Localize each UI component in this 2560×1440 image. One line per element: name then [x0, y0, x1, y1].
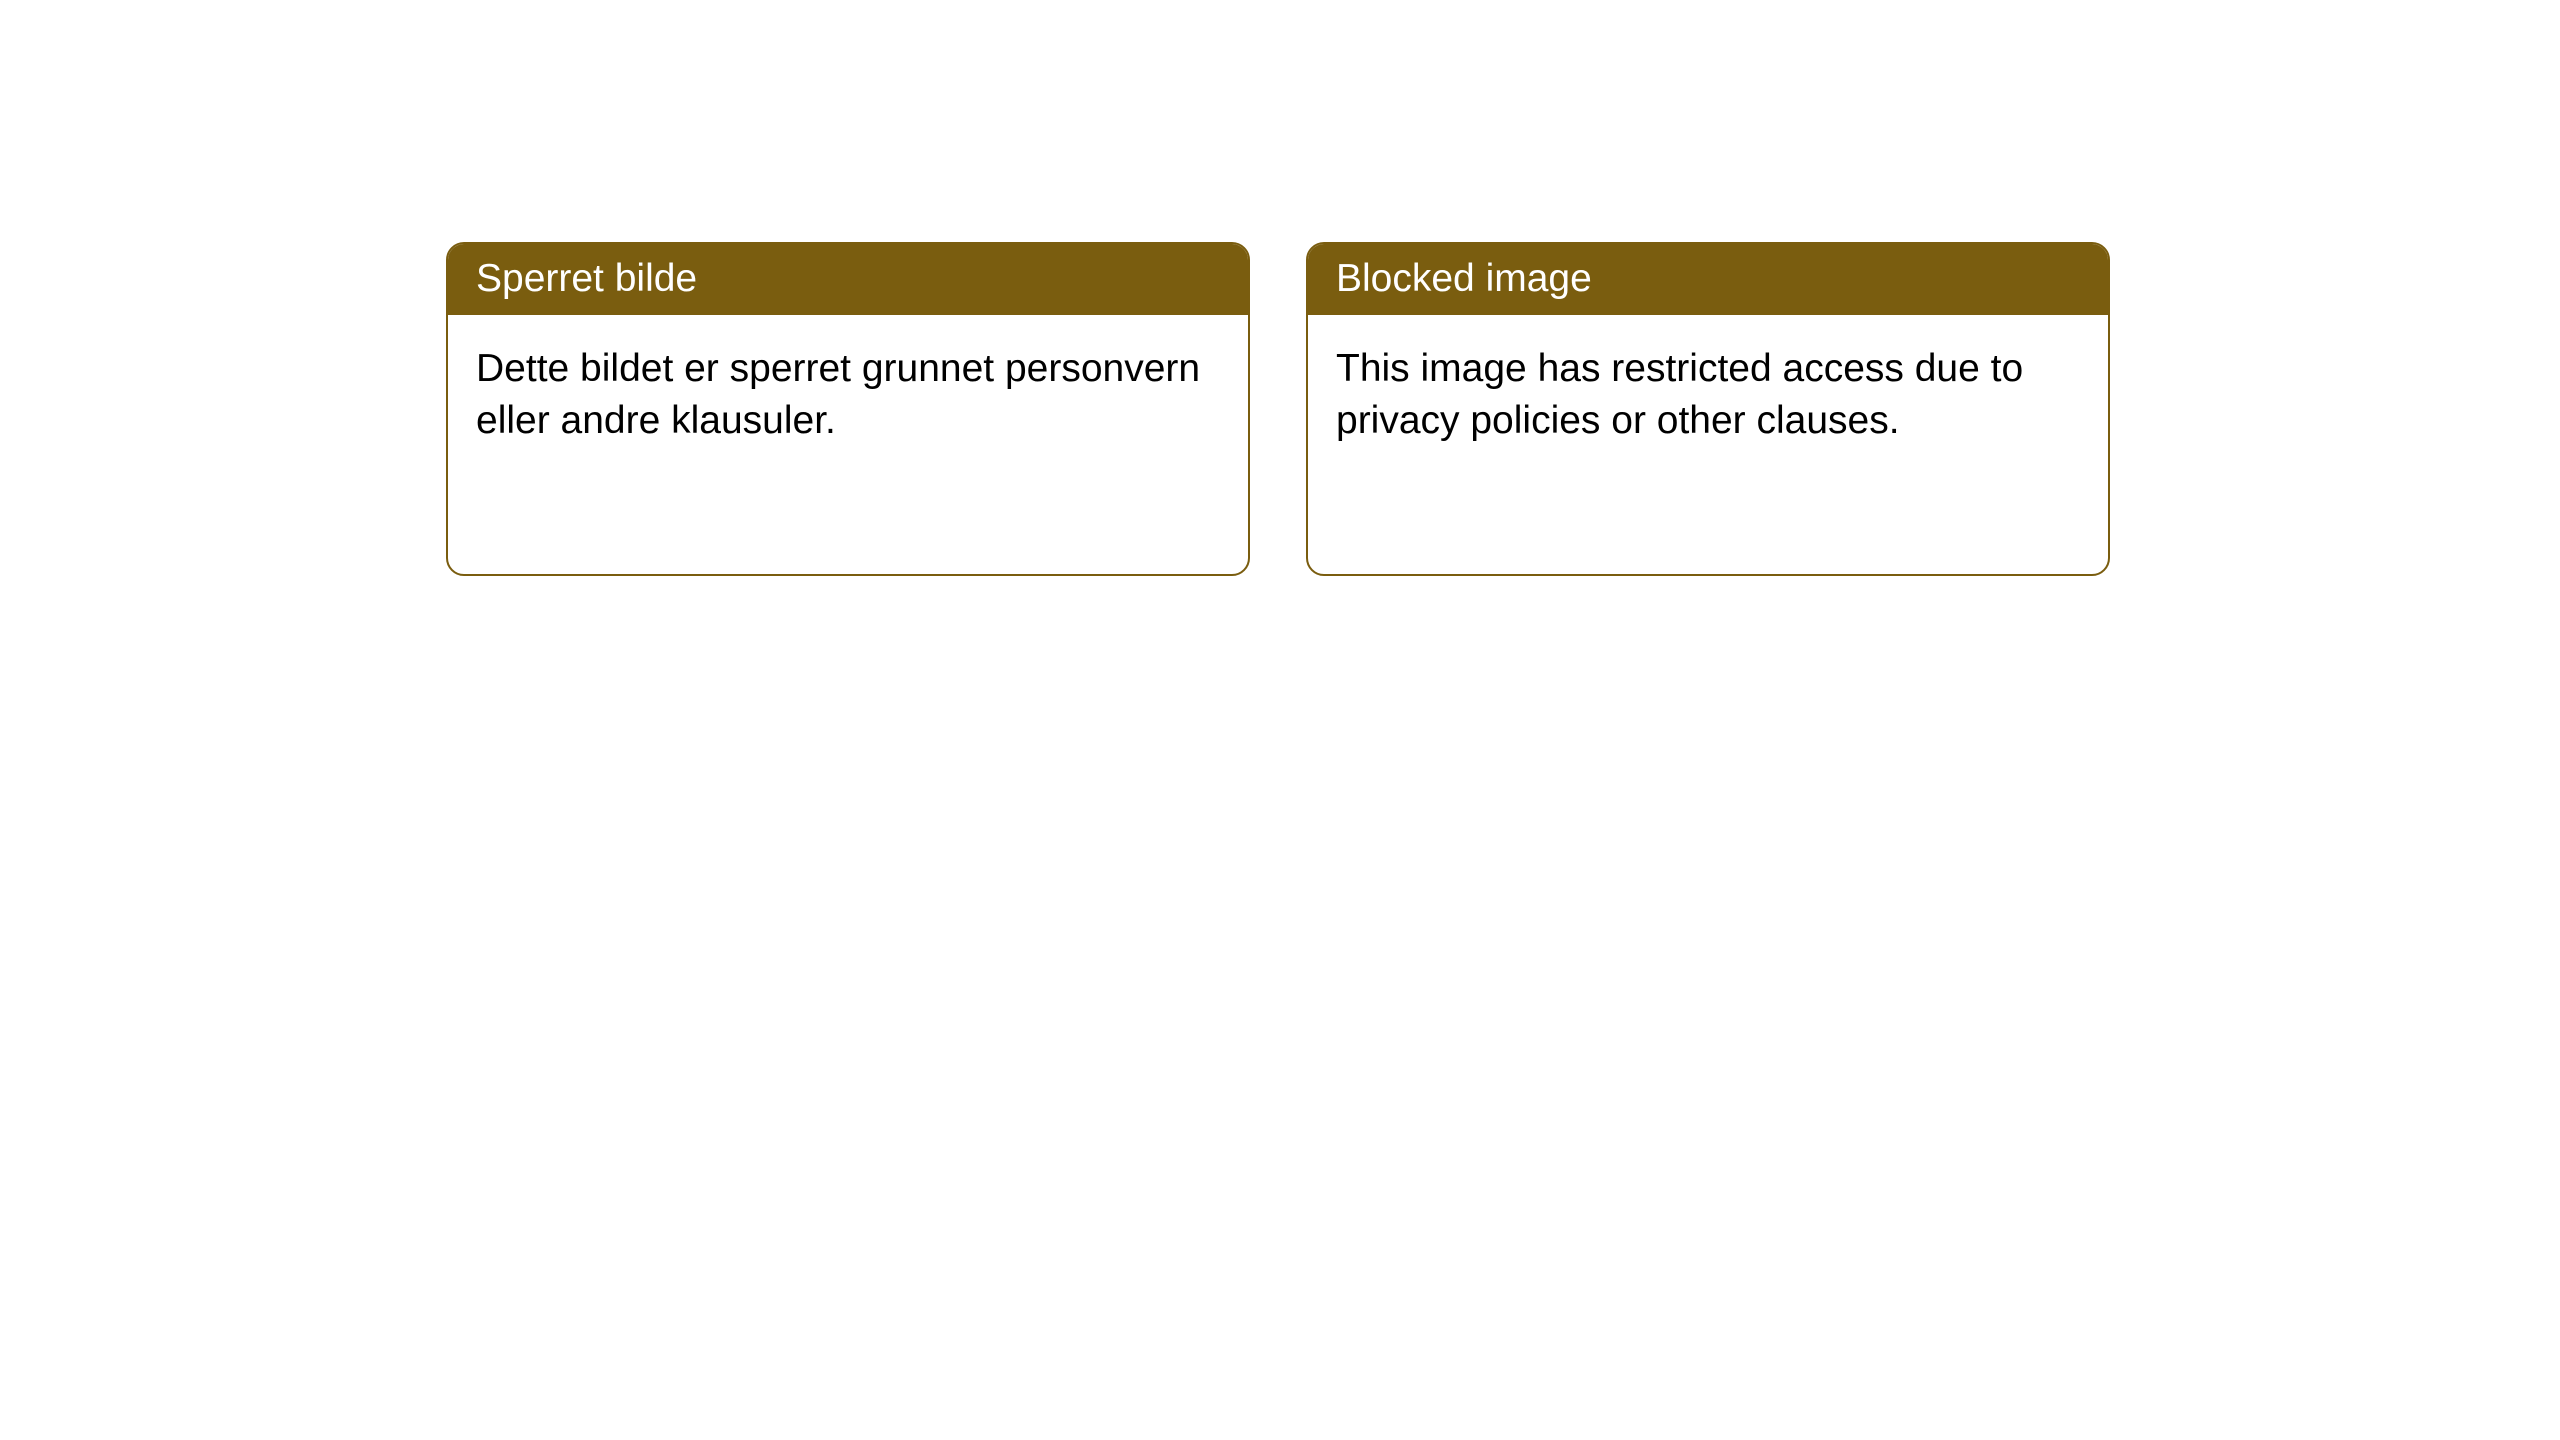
card-header: Blocked image	[1308, 244, 2108, 315]
notice-card-english: Blocked image This image has restricted …	[1306, 242, 2110, 576]
notice-card-norwegian: Sperret bilde Dette bildet er sperret gr…	[446, 242, 1250, 576]
cards-container: Sperret bilde Dette bildet er sperret gr…	[0, 0, 2560, 576]
card-header: Sperret bilde	[448, 244, 1248, 315]
card-body: Dette bildet er sperret grunnet personve…	[448, 315, 1248, 475]
card-body: This image has restricted access due to …	[1308, 315, 2108, 475]
